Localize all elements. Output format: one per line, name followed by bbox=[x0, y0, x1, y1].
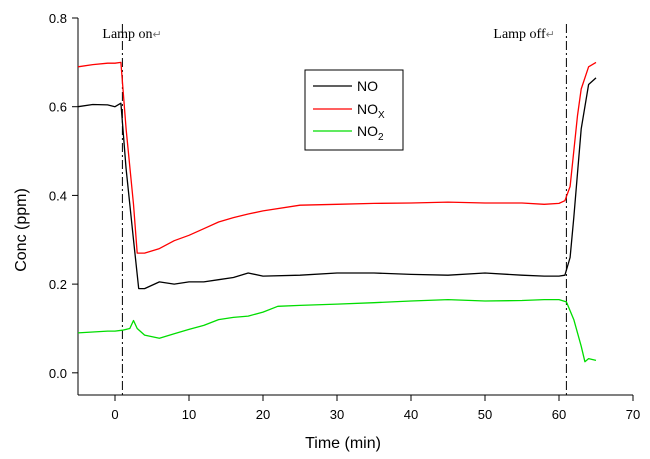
annotation-return-mark: ↵ bbox=[153, 29, 162, 41]
y-tick-label: 0.6 bbox=[49, 100, 67, 115]
x-tick-label: 0 bbox=[111, 407, 118, 422]
series-line-2 bbox=[77, 298, 597, 363]
annotation-return-mark: ↵ bbox=[546, 29, 555, 41]
series-line-0 bbox=[77, 77, 597, 290]
legend: NO NOX NO2 bbox=[304, 69, 404, 151]
y-tick-label: 0.4 bbox=[49, 188, 67, 203]
annotation-label: Lamp on↵ bbox=[102, 27, 161, 42]
x-tick-label: 50 bbox=[478, 407, 492, 422]
legend-label-no2-main: NO bbox=[357, 123, 378, 139]
x-tick-label: 70 bbox=[626, 407, 640, 422]
y-tick-label: 0.8 bbox=[49, 11, 67, 26]
legend-label-nox-sub: X bbox=[378, 110, 385, 121]
legend-label-nox: NOX bbox=[357, 101, 385, 121]
x-tick-label: 30 bbox=[330, 407, 344, 422]
x-axis-title: Time (min) bbox=[305, 435, 381, 452]
legend-label-no: NO bbox=[357, 78, 378, 94]
legend-label-nox-main: NO bbox=[357, 101, 378, 117]
x-tick-label: 40 bbox=[404, 407, 418, 422]
legend-label-no-main: NO bbox=[357, 78, 378, 94]
plot-area: 0 10 20 30 40 50 60 70 0.0 0.2 0.4 0.6 0.8 Lamp on↵ La… bbox=[49, 11, 640, 422]
x-tick-label: 60 bbox=[552, 407, 566, 422]
y-tick-label: 0.2 bbox=[49, 277, 67, 292]
x-tick-label: 10 bbox=[182, 407, 196, 422]
legend-box bbox=[304, 69, 404, 151]
legend-label-no2-sub: 2 bbox=[378, 132, 384, 143]
legend-label-no2: NO2 bbox=[357, 123, 384, 143]
x-tick-label: 20 bbox=[256, 407, 270, 422]
series-line-1 bbox=[77, 61, 597, 254]
y-axis-title: Conc (ppm) bbox=[13, 188, 30, 272]
y-tick-label: 0.0 bbox=[49, 366, 67, 381]
annotation-label: Lamp off↵ bbox=[493, 27, 554, 42]
